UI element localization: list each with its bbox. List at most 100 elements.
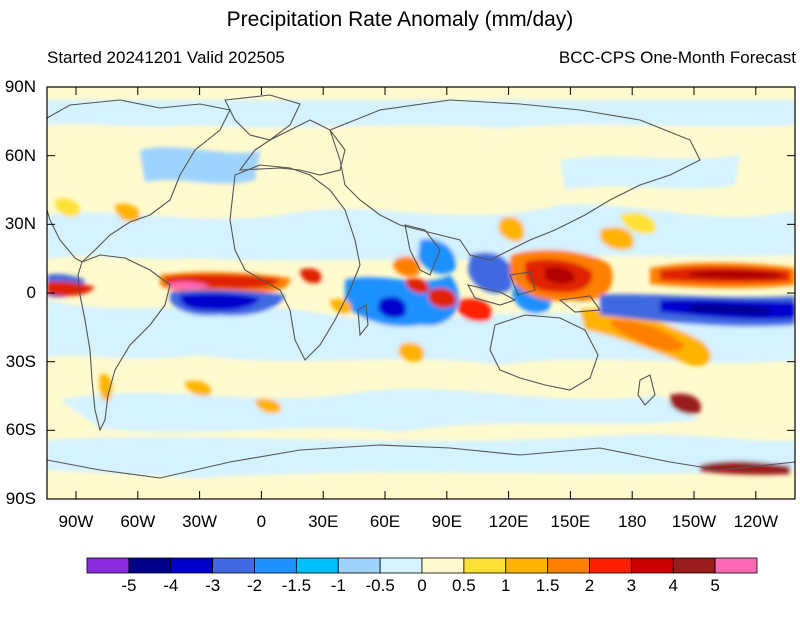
- anomaly-patch: [115, 203, 140, 222]
- longitude-label: 120W: [733, 512, 779, 531]
- anomaly-patch: [255, 398, 281, 414]
- latitude-label: 90N: [4, 77, 36, 96]
- longitude-label: 0: [256, 512, 267, 531]
- latitude-label: 30N: [4, 214, 36, 234]
- colorbar-label: 1.5: [535, 576, 560, 595]
- colorbar-label: -2: [246, 576, 263, 595]
- forecast-start-valid-label: Started 20241201 Valid 202505: [47, 48, 285, 67]
- anomaly-patch: [468, 252, 513, 294]
- south-america-outline: [77, 254, 171, 432]
- india-outline: [404, 224, 441, 276]
- colorbar-label: -5: [121, 576, 137, 595]
- longitude-label: 150W: [671, 512, 717, 531]
- latitude-label: 60N: [4, 145, 36, 165]
- anomaly-patch: [330, 298, 352, 314]
- north-america-outline: [47, 99, 231, 263]
- anomaly-patch: [47, 281, 95, 296]
- longitude-label: 30E: [308, 512, 339, 531]
- anomaly-patch: [498, 216, 525, 242]
- colorbar-label: -1: [330, 576, 346, 595]
- colorbar-swatch: [379, 557, 423, 574]
- anomaly-patch: [405, 278, 429, 294]
- anomaly-patch: [47, 434, 795, 478]
- anomaly-field: [47, 87, 795, 499]
- anomaly-patch: [690, 270, 780, 280]
- latitude-label: 0: [26, 283, 36, 302]
- anomaly-patch: [140, 147, 260, 184]
- colorbar-swatch: [421, 557, 465, 574]
- longitude-label: 180: [618, 512, 647, 531]
- colorbar-label: -4: [163, 576, 179, 595]
- colorbar-label: 5: [710, 576, 720, 595]
- anomaly-patch: [378, 296, 406, 318]
- colorbar-swatch: [212, 557, 255, 574]
- borneo-outline: [509, 271, 536, 296]
- map-title: Precipitation Rate Anomaly (mm/day): [226, 8, 574, 31]
- colorbar-swatch: [589, 557, 632, 574]
- colorbar-label: -0.5: [365, 576, 395, 595]
- colorbar-swatch: [337, 557, 381, 574]
- longitude-label: 120E: [488, 512, 529, 531]
- australia-outline: [489, 314, 599, 391]
- colorbar-swatch: [86, 557, 130, 574]
- colorbar-swatch: [672, 557, 716, 574]
- colorbar-swatch: [295, 557, 339, 574]
- anomaly-patch: [690, 304, 770, 314]
- greenland-outline: [224, 94, 301, 141]
- anomaly-patch: [300, 268, 322, 284]
- anomaly-patch: [47, 100, 795, 128]
- anomaly-patch: [47, 300, 795, 365]
- asia-outline: [329, 99, 701, 261]
- anomaly-patch: [55, 198, 80, 217]
- colorbar-label: -3: [205, 576, 221, 595]
- anomaly-patch: [60, 389, 700, 432]
- anomaly-patch: [99, 374, 112, 402]
- anomaly-patch: [180, 293, 260, 311]
- colorbar-swatch: [128, 557, 172, 574]
- longitude-label: 150E: [550, 512, 591, 531]
- madagascar-outline: [357, 304, 369, 337]
- forecast-model-label: BCC-CPS One-Month Forecast: [558, 48, 796, 67]
- longitude-label: 60W: [120, 512, 156, 531]
- anomaly-patch: [620, 212, 656, 234]
- colorbar-swatch: [547, 557, 590, 574]
- axis-ticks: [47, 86, 795, 500]
- longitude-label: 90E: [431, 512, 462, 531]
- colorbar-label: 0.5: [452, 576, 476, 595]
- anomaly-patch: [610, 319, 685, 352]
- anomaly-patch: [393, 256, 420, 277]
- longitude-label: 90W: [58, 512, 94, 531]
- colorbar-label: 1: [501, 576, 511, 595]
- colorbar-label: -1.5: [281, 576, 312, 595]
- anomaly-patch: [600, 227, 634, 250]
- colorbar: [86, 557, 758, 574]
- new-guinea-outline: [558, 295, 602, 313]
- longitude-label: 60E: [369, 512, 401, 531]
- colorbar-label: 4: [668, 576, 678, 595]
- longitude-label: 30W: [182, 512, 218, 531]
- anomaly-patch: [185, 380, 211, 396]
- colorbar-swatch: [714, 557, 758, 574]
- coastlines: [47, 94, 795, 479]
- africa-outline: [229, 164, 361, 361]
- antarctica-outline: [47, 444, 795, 479]
- colorbar-swatch: [170, 557, 214, 574]
- anomaly-patch: [428, 287, 456, 308]
- colorbar-swatch: [505, 557, 549, 574]
- anomaly-patch: [47, 204, 795, 262]
- indonesia-outline: [466, 284, 517, 306]
- anomaly-patch: [560, 155, 740, 190]
- anomaly-patch: [398, 342, 425, 362]
- europe-outline: [238, 119, 346, 176]
- anomaly-patch: [170, 281, 210, 290]
- anomaly-patch: [458, 298, 492, 322]
- colorbar-swatch: [463, 557, 507, 574]
- colorbar-label: 0: [417, 576, 427, 595]
- anomaly-patch: [545, 266, 575, 284]
- colorbar-swatch: [630, 557, 674, 574]
- colorbar-label: 2: [584, 576, 595, 595]
- anomaly-patch: [670, 393, 701, 415]
- latitude-label: 60S: [5, 420, 36, 440]
- new-zealand-outline: [637, 374, 656, 406]
